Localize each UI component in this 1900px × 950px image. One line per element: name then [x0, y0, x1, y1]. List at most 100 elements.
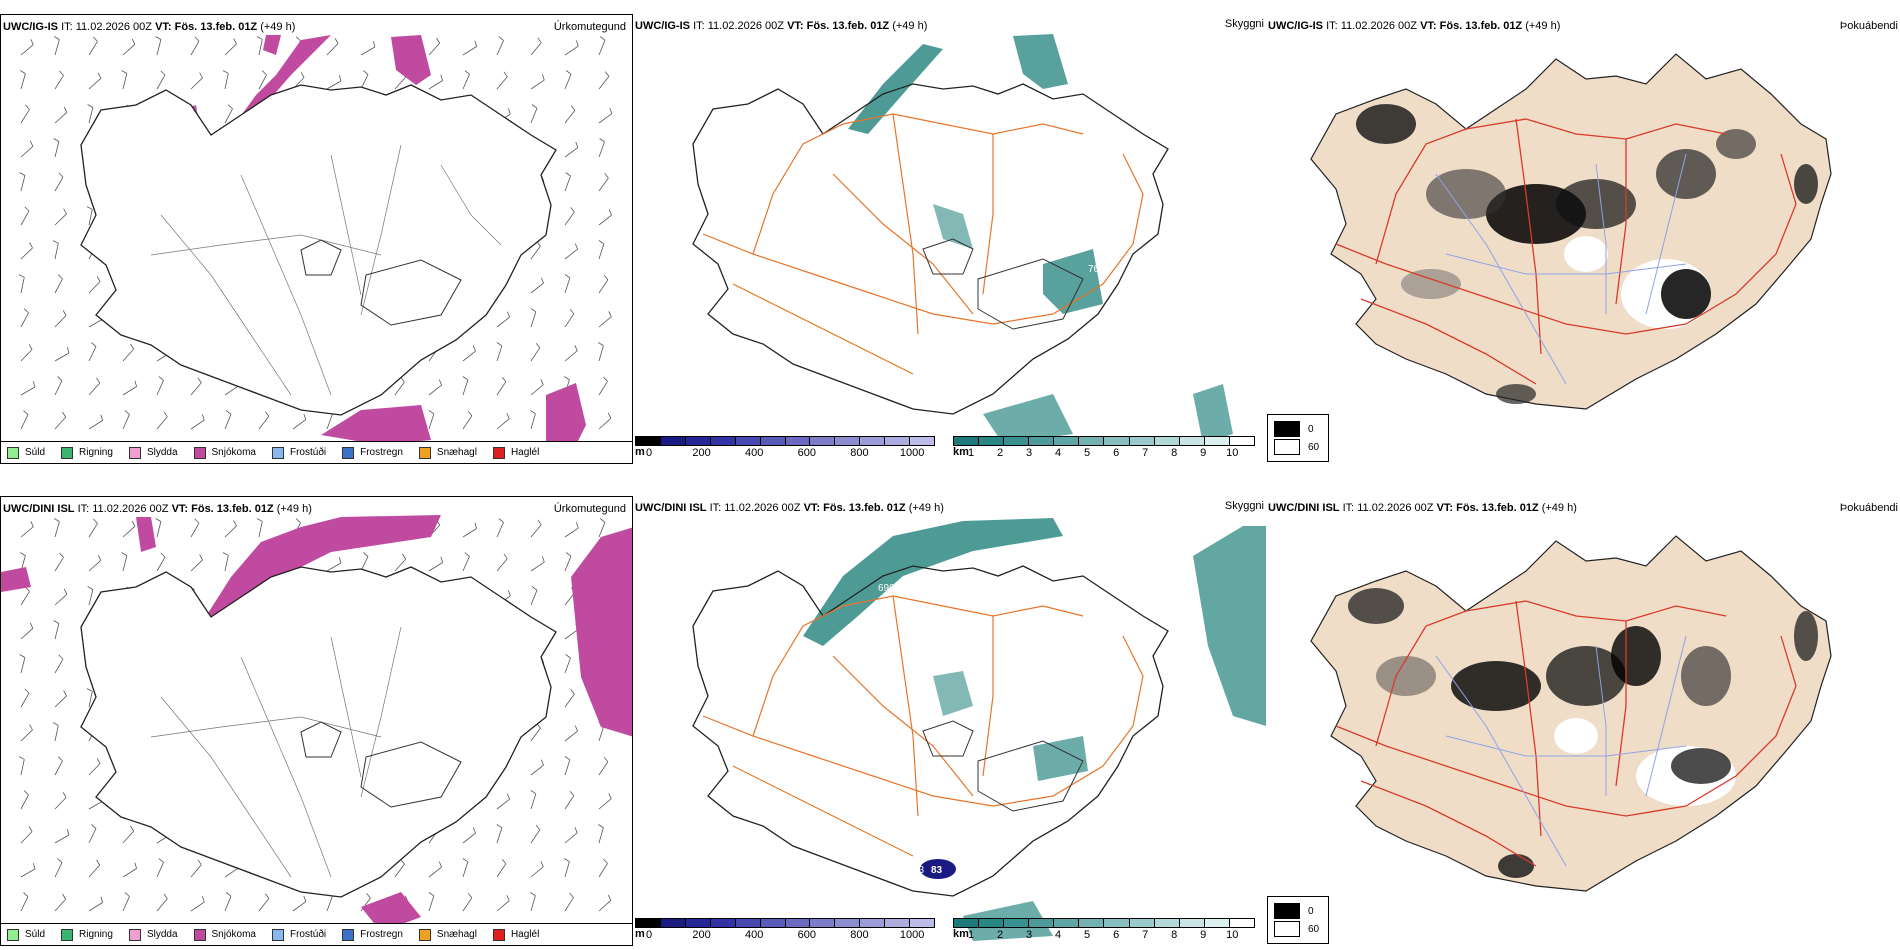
visibility-colorbar: 1 2 3 4 5 6 7 8 9 10 km	[953, 436, 1255, 460]
iceland-coast	[692, 83, 1169, 415]
colorbar-cell	[1229, 919, 1254, 927]
colorbar-cell	[660, 919, 686, 927]
colorbar-cell	[835, 437, 861, 445]
vis-cells	[953, 918, 1255, 928]
legend-label: Haglél	[510, 929, 540, 940]
snow-area	[1, 567, 31, 592]
iceland-map: 76	[692, 34, 1233, 444]
precip-legend-item: Snæhagl	[418, 928, 477, 941]
panel-header: UWC/DINI ISL IT: 11.02.2026 00Z VT: Fös.…	[1268, 502, 1577, 514]
snow-area	[391, 35, 431, 85]
visibility-panel-top: UWC/IG-IS IT: 11.02.2026 00Z VT: Fös. 13…	[633, 14, 1266, 464]
iceland-coast	[80, 566, 557, 898]
vis-label: 83	[931, 865, 943, 876]
colorbar-tick: 4	[1055, 447, 1062, 459]
vis-labels: 1 2 3 4 5 6 7 8 9 10	[968, 446, 1255, 460]
legend-swatch	[271, 928, 284, 941]
colorbar-tick: 5	[1084, 447, 1091, 459]
legend-swatch	[342, 446, 355, 459]
colorbar-cell	[1179, 919, 1205, 927]
colorbar-tick: 600	[797, 447, 817, 459]
precip-legend-item: Snjókoma	[193, 446, 256, 459]
colorbar-cell	[1104, 919, 1130, 927]
fog-patches	[1356, 104, 1818, 404]
colorbar-cell	[685, 437, 711, 445]
precip-legend-item: Frostúði	[271, 928, 326, 941]
colorbar-cell	[954, 437, 980, 445]
rivers	[1435, 153, 1687, 385]
colorbar-cell	[636, 437, 661, 445]
low-visibility-area	[1193, 526, 1266, 726]
colorbar-cell	[810, 919, 836, 927]
colorbar-cell	[710, 919, 736, 927]
iceland-land	[1310, 535, 1832, 892]
legend-swatch	[418, 928, 431, 941]
legend-label: Súld	[25, 447, 46, 458]
precip-legend-item: Frostregn	[342, 446, 403, 459]
colorbar-cell	[1029, 437, 1055, 445]
colorbar-cell	[885, 919, 911, 927]
visibility-colorbar: 1 2 3 4 5 6 7 8 9 10 km	[953, 918, 1255, 942]
fog-legend: 0 60	[1267, 414, 1329, 462]
snow-area	[546, 383, 586, 455]
colorbar-tick: 6	[1113, 929, 1120, 941]
colorbar-tick: 10	[1226, 929, 1239, 941]
colorbar-tick: 0	[645, 929, 653, 941]
colorbar-tick: 6	[1113, 447, 1120, 459]
precip-type-panel-bottom: UWC/DINI ISL IT: 11.02.2026 00Z VT: Fös.…	[0, 496, 633, 946]
colorbar-tick: 8	[1171, 929, 1178, 941]
colorbar-tick: 400	[745, 929, 764, 941]
colorbar-tick: 1	[967, 929, 975, 941]
vis-unit: km	[953, 928, 969, 940]
legend-label: Snæhagl	[436, 929, 477, 940]
vis-labels: 1 2 3 4 5 6 7 8 9 10	[967, 928, 1255, 942]
colorbar-tick: 200	[692, 929, 711, 941]
colorbar-cell	[636, 919, 661, 927]
precip-legend: Súld Rigning Slydda Snjókoma Frostúði Frostre…	[1, 441, 632, 463]
colorbar-tick: 3	[1025, 929, 1033, 941]
height-cells	[635, 918, 935, 928]
fog-panel-top: UWC/IG-IS IT: 11.02.2026 00Z VT: Fös. 13…	[1266, 14, 1900, 464]
panel-header: UWC/IG-IS IT: 11.02.2026 00Z VT: Fös. 13…	[635, 20, 928, 32]
snow-area	[136, 517, 156, 552]
low-visibility-area	[1043, 249, 1103, 314]
visibility-panel-bottom: UWC/DINI ISL IT: 11.02.2026 00Z VT: Fös.…	[633, 496, 1266, 946]
legend-swatch	[271, 446, 284, 459]
colorbar-cell	[910, 437, 935, 445]
glacier-outline	[360, 259, 462, 326]
height-colorbar: 0 200 400 600 800 1000 m	[635, 918, 935, 942]
colorbar-cell	[1179, 437, 1205, 445]
colorbar-cell	[1204, 919, 1230, 927]
high-terrain-area	[920, 859, 956, 879]
colorbar-cell	[1154, 919, 1180, 927]
colorbar-tick: 10	[1226, 447, 1239, 459]
precip-legend-item: Súld	[7, 928, 45, 941]
low-visibility-area	[933, 204, 973, 249]
colorbar-cell	[835, 919, 861, 927]
precip-legend-item: Snæhagl	[418, 446, 477, 459]
glacier-outline	[922, 720, 974, 757]
precip-legend-item: Snjókoma	[193, 928, 256, 941]
colorbar-tick: 7	[1142, 447, 1149, 459]
legend-label: Snjókoma	[211, 929, 256, 940]
colorbar-tick: 5	[1084, 929, 1091, 941]
legend-label: Slydda	[146, 447, 178, 458]
panel-header: UWC/DINI ISL IT: 11.02.2026 00Z VT: Fös.…	[3, 503, 312, 515]
height-labels: 0 200 400 600 800 1000	[645, 928, 935, 942]
snow-area	[361, 892, 421, 932]
colorbar-cell	[1079, 919, 1105, 927]
iceland-map: 690 83 73	[692, 518, 1266, 941]
iceland-map	[18, 35, 613, 455]
panel-title: Skyggni	[1224, 18, 1264, 30]
colorbar-cell	[660, 437, 686, 445]
legend-label: Rigning	[79, 447, 113, 458]
colorbar-cell	[785, 919, 811, 927]
legend-swatch	[128, 928, 141, 941]
panel-header: UWC/IG-IS IT: 11.02.2026 00Z VT: Fös. 13…	[1268, 20, 1561, 32]
colorbar-tick: 1000	[899, 447, 925, 459]
low-visibility-area	[1033, 736, 1088, 781]
iceland-map	[1310, 535, 1832, 892]
legend-swatch	[128, 446, 141, 459]
colorbar-cell	[860, 919, 886, 927]
colorbar-tick: 3	[1025, 447, 1033, 459]
